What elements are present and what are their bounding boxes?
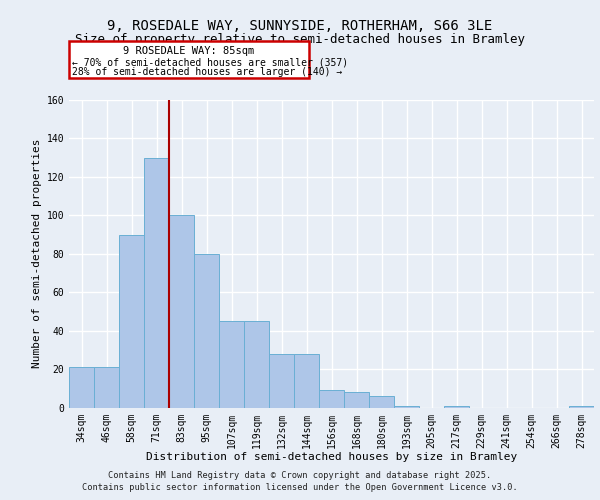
Bar	[319, 390, 344, 407]
Bar	[294, 354, 319, 408]
Text: Size of property relative to semi-detached houses in Bramley: Size of property relative to semi-detach…	[75, 32, 525, 46]
Bar	[194, 254, 219, 408]
Bar	[219, 321, 244, 408]
Bar	[169, 216, 194, 408]
Bar	[369, 396, 394, 407]
Bar	[144, 158, 169, 408]
Text: 9, ROSEDALE WAY, SUNNYSIDE, ROTHERHAM, S66 3LE: 9, ROSEDALE WAY, SUNNYSIDE, ROTHERHAM, S…	[107, 19, 493, 33]
Bar	[394, 406, 419, 407]
X-axis label: Distribution of semi-detached houses by size in Bramley: Distribution of semi-detached houses by …	[146, 452, 517, 462]
Bar	[244, 321, 269, 408]
Bar	[119, 234, 144, 408]
Bar	[269, 354, 294, 408]
Bar	[569, 406, 594, 407]
Bar	[444, 406, 469, 407]
Text: ← 70% of semi-detached houses are smaller (357): ← 70% of semi-detached houses are smalle…	[72, 57, 348, 67]
Y-axis label: Number of semi-detached properties: Number of semi-detached properties	[32, 139, 43, 368]
Text: Contains HM Land Registry data © Crown copyright and database right 2025.: Contains HM Land Registry data © Crown c…	[109, 472, 491, 480]
Text: 9 ROSEDALE WAY: 85sqm: 9 ROSEDALE WAY: 85sqm	[124, 46, 254, 56]
Bar	[344, 392, 369, 407]
Bar	[69, 367, 94, 408]
Text: 28% of semi-detached houses are larger (140) →: 28% of semi-detached houses are larger (…	[72, 67, 342, 77]
Text: Contains public sector information licensed under the Open Government Licence v3: Contains public sector information licen…	[82, 483, 518, 492]
Bar	[94, 367, 119, 408]
